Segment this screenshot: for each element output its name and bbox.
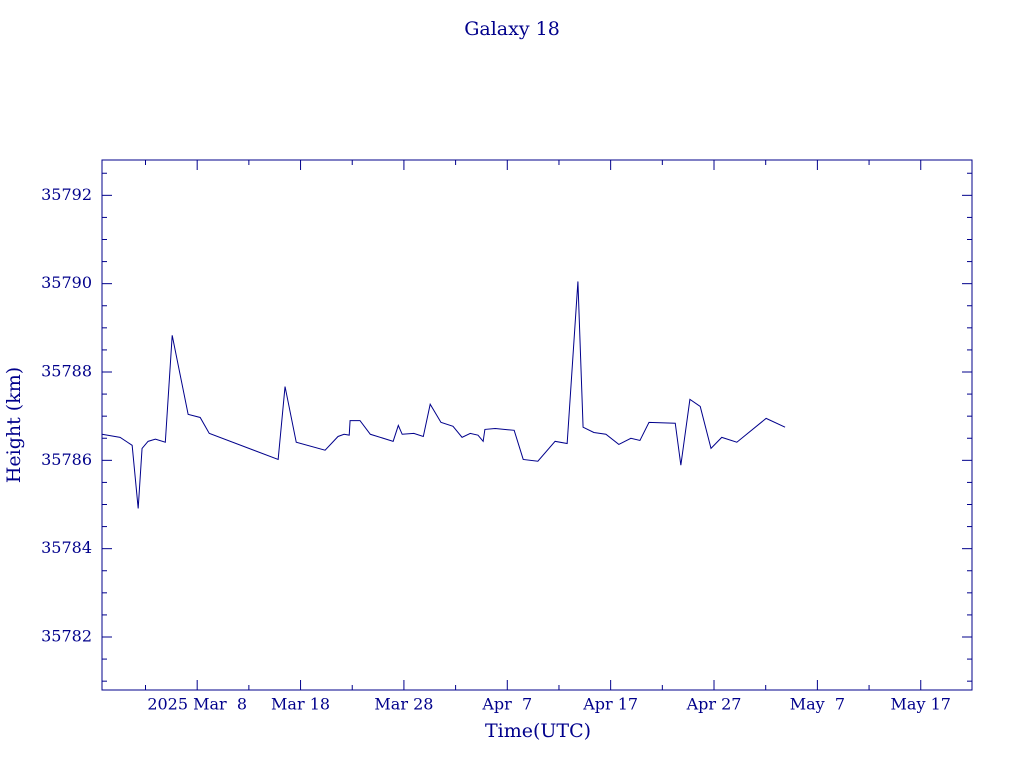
- data-line: [101, 281, 786, 509]
- y-tick-label: 35782: [41, 627, 92, 646]
- y-tick-label: 35788: [41, 362, 92, 381]
- x-tick-label: Apr 7: [481, 695, 532, 714]
- plot-frame: [101, 159, 973, 691]
- x-tick-label: May 17: [891, 695, 951, 714]
- x-tick-label: Mar 18: [271, 695, 330, 714]
- x-tick-label: May 7: [790, 695, 845, 714]
- chart-title: Galaxy 18: [464, 18, 560, 40]
- y-tick-label: 35790: [41, 273, 92, 292]
- x-tick-label: Mar 28: [374, 695, 433, 714]
- x-axis-title: Time(UTC): [485, 720, 591, 742]
- y-tick-label: 35792: [41, 185, 92, 204]
- x-tick-label: Apr 27: [686, 695, 742, 714]
- y-axis-title: Height (km): [3, 367, 25, 483]
- y-tick-label: 35784: [41, 538, 92, 557]
- x-tick-label: Apr 17: [582, 695, 638, 714]
- x-tick-label: 2025 Mar 8: [147, 695, 247, 714]
- y-tick-label: 35786: [41, 450, 92, 469]
